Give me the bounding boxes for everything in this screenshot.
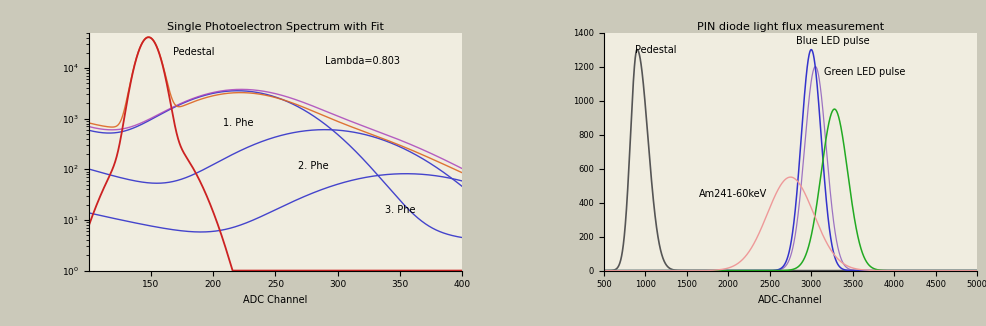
Text: Pedestal: Pedestal [634,45,675,55]
Text: Lambda=0.803: Lambda=0.803 [324,56,399,66]
Text: 2. Phe: 2. Phe [298,161,328,171]
Title: PIN diode light flux measurement: PIN diode light flux measurement [696,22,883,32]
X-axis label: ADC-Channel: ADC-Channel [757,295,822,305]
Text: Am241-60keV: Am241-60keV [698,189,767,200]
Text: 3. Phe: 3. Phe [385,204,415,215]
Text: Green LED pulse: Green LED pulse [823,67,904,77]
Text: Blue LED pulse: Blue LED pulse [796,37,869,47]
X-axis label: ADC Channel: ADC Channel [243,295,308,305]
Text: Pedestal: Pedestal [174,47,215,57]
Title: Single Photoelectron Spectrum with Fit: Single Photoelectron Spectrum with Fit [167,22,384,32]
Text: 1. Phe: 1. Phe [223,118,253,128]
